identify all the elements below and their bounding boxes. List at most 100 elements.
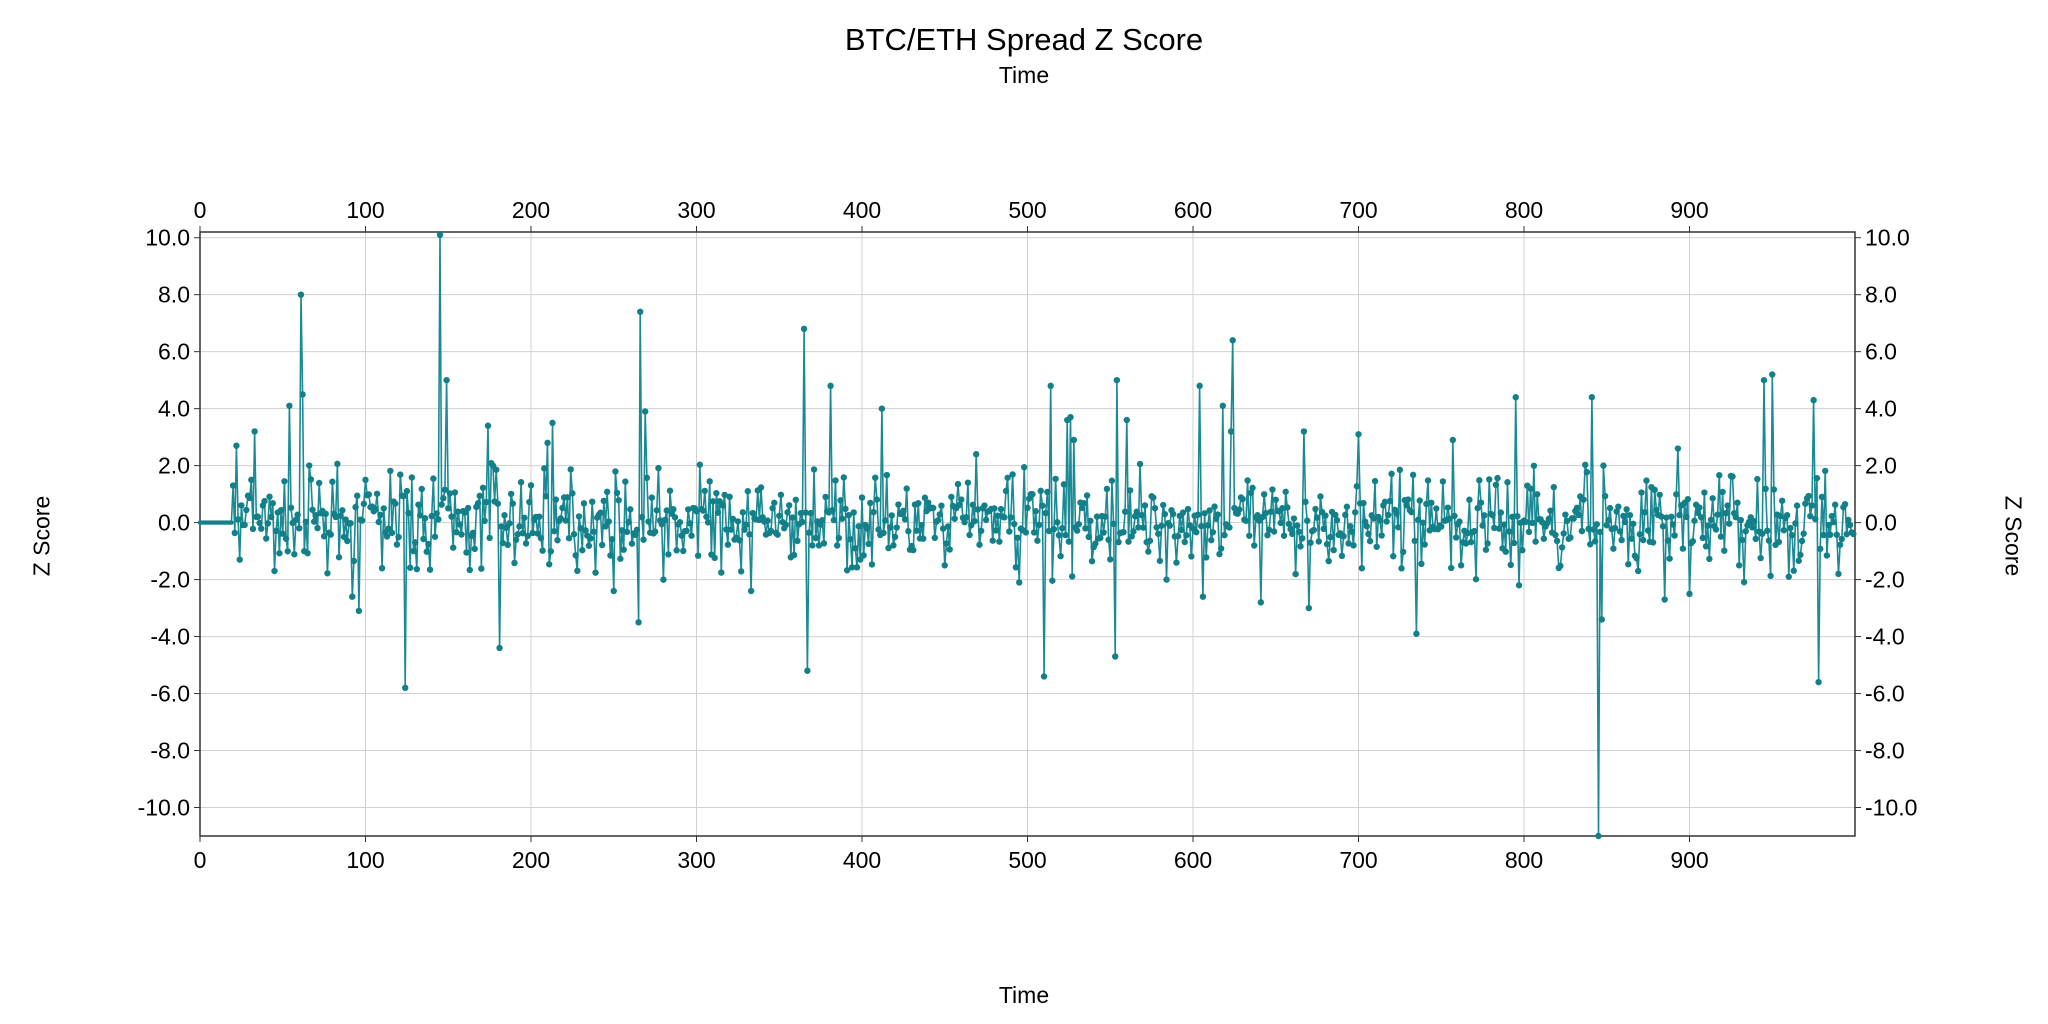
data-point [880, 529, 887, 537]
data-point [1495, 525, 1503, 532]
data-point [377, 511, 384, 518]
data-point [1161, 510, 1169, 518]
data-point [693, 508, 700, 515]
data-point [713, 489, 720, 497]
data-point [365, 491, 373, 498]
data-point [1030, 529, 1038, 536]
data-point [1464, 529, 1471, 537]
data-point [1673, 491, 1680, 498]
data-point [1477, 499, 1485, 506]
data-point [607, 552, 614, 559]
data-point [451, 489, 459, 496]
data-point [891, 533, 899, 541]
data-point [1105, 536, 1112, 543]
data-point [744, 488, 752, 495]
data-point [661, 516, 669, 524]
x-tick-label-top: 600 [1174, 197, 1212, 223]
data-point [579, 546, 586, 554]
series-z-score [197, 231, 1857, 840]
data-point [354, 492, 361, 499]
data-point [519, 529, 526, 537]
data-point [238, 502, 245, 509]
data-point [1850, 530, 1857, 538]
data-point [1778, 497, 1786, 504]
data-point [1201, 510, 1208, 517]
data-point [915, 500, 922, 507]
data-point [637, 308, 644, 315]
data-point [557, 515, 564, 522]
data-point [1254, 512, 1261, 519]
data-point [946, 546, 953, 553]
data-point [431, 533, 439, 540]
data-point [1265, 526, 1273, 534]
data-point [1044, 488, 1051, 496]
data-point [845, 512, 852, 519]
data-point [1042, 509, 1049, 517]
data-point [529, 529, 536, 537]
data-point [992, 527, 1000, 534]
data-point [1639, 536, 1647, 544]
data-point [1199, 593, 1207, 600]
data-point [1636, 531, 1644, 538]
data-point [1500, 521, 1508, 528]
y-tick-label-left: 4.0 [158, 396, 190, 422]
data-point [438, 501, 445, 508]
data-point [1020, 464, 1028, 471]
data-point [1625, 561, 1632, 568]
data-point [1628, 535, 1635, 542]
data-point [1590, 526, 1597, 533]
data-point [248, 476, 255, 484]
data-point [645, 518, 652, 525]
data-point [1446, 515, 1453, 522]
data-point [320, 533, 328, 540]
x-tick-label-top: 0 [194, 197, 207, 223]
data-point [747, 587, 755, 595]
data-point [1525, 528, 1533, 536]
data-point [1184, 505, 1192, 513]
data-point [1641, 508, 1649, 516]
data-point [1679, 545, 1687, 552]
data-point [1732, 514, 1740, 521]
data-point [312, 512, 320, 519]
data-point [994, 512, 1001, 519]
data-point [1813, 474, 1821, 482]
data-point [1716, 472, 1723, 479]
data-point [1366, 537, 1374, 545]
data-point [231, 529, 238, 537]
data-point [1740, 578, 1748, 586]
data-point [425, 540, 432, 548]
data-point [575, 513, 583, 520]
data-point [1024, 504, 1031, 512]
x-tick-label-bottom: 200 [512, 847, 550, 873]
data-point [229, 520, 234, 525]
data-point [1062, 531, 1069, 539]
data-point [1120, 528, 1127, 536]
data-point [895, 501, 902, 508]
data-point [1395, 524, 1402, 531]
y-tick-label-left: -2.0 [150, 567, 190, 593]
data-point [723, 526, 730, 533]
data-point [1823, 552, 1831, 559]
data-point [1029, 491, 1036, 498]
data-point [1712, 526, 1720, 533]
data-point [1208, 536, 1215, 544]
data-point [1287, 525, 1294, 533]
data-point [1262, 509, 1270, 517]
data-point [1792, 520, 1799, 527]
data-point [1307, 539, 1314, 546]
data-point [749, 509, 756, 517]
data-point [324, 570, 331, 577]
data-point [966, 531, 973, 539]
data-point [1300, 428, 1308, 435]
x-tick-label-bottom: 400 [843, 847, 881, 873]
data-point [1547, 507, 1554, 514]
data-point [1332, 511, 1339, 519]
data-point [1691, 517, 1698, 524]
y-tick-label-right: -8.0 [1865, 738, 1905, 764]
data-point [703, 513, 710, 520]
data-point [929, 504, 937, 512]
data-point [1492, 481, 1500, 489]
data-point [1702, 543, 1710, 550]
data-point [1016, 579, 1023, 586]
data-point [972, 451, 980, 458]
